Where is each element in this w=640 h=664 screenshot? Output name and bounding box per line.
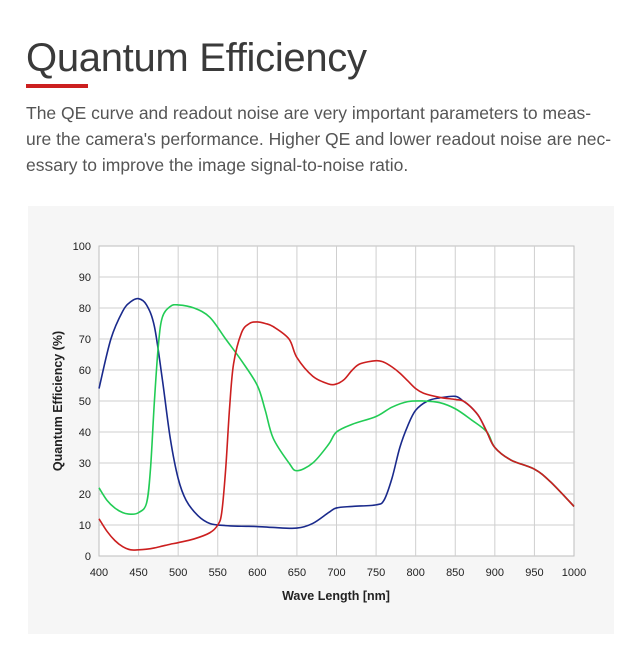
x-axis-label: Wave Length [nm] bbox=[282, 589, 390, 603]
y-tick-label: 70 bbox=[79, 334, 91, 346]
y-tick-label: 80 bbox=[79, 303, 91, 315]
x-tick-label: 900 bbox=[486, 567, 504, 579]
axis-ticks: 400 450 500 550 600 650 700 750 800 850 900 950 1000… bbox=[73, 241, 587, 579]
y-tick-label: 20 bbox=[79, 489, 91, 501]
y-tick-label: 30 bbox=[79, 458, 91, 470]
title-underline-accent bbox=[26, 84, 88, 88]
x-tick-label: 500 bbox=[169, 567, 187, 579]
y-tick-label: 40 bbox=[79, 427, 91, 439]
x-tick-label: 450 bbox=[129, 567, 147, 579]
series-line-red bbox=[98, 321, 575, 551]
description-paragraph: The QE curve and readout noise are very … bbox=[26, 100, 626, 178]
y-tick-label: 100 bbox=[73, 241, 91, 253]
y-tick-label: 10 bbox=[79, 520, 91, 532]
description-line-3: essary to improve the image signal-to-no… bbox=[26, 155, 409, 175]
x-tick-label: 850 bbox=[446, 567, 464, 579]
y-tick-label: 50 bbox=[79, 396, 91, 408]
x-tick-label: 550 bbox=[209, 567, 227, 579]
x-tick-label: 800 bbox=[406, 567, 424, 579]
x-tick-label: 1000 bbox=[562, 567, 586, 579]
x-tick-label: 950 bbox=[525, 567, 543, 579]
page-title: Quantum Efficiency bbox=[26, 36, 367, 80]
x-tick-label: 750 bbox=[367, 567, 385, 579]
y-axis-label: Quantum Efficiency (%) bbox=[51, 331, 65, 471]
series-line-green bbox=[98, 303, 575, 515]
x-tick-label: 600 bbox=[248, 567, 266, 579]
x-tick-label: 700 bbox=[327, 567, 345, 579]
x-tick-label: 400 bbox=[90, 567, 108, 579]
y-tick-label: 60 bbox=[79, 365, 91, 377]
series-lines bbox=[98, 297, 575, 551]
x-tick-label: 650 bbox=[288, 567, 306, 579]
chart-panel: 400 450 500 550 600 650 700 750 800 850 900 950 1000… bbox=[28, 206, 614, 634]
description-line-1: The QE curve and readout noise are very … bbox=[26, 103, 592, 123]
y-tick-label: 90 bbox=[79, 272, 91, 284]
qe-chart: 400 450 500 550 600 650 700 750 800 850 900 950 1000… bbox=[51, 241, 587, 603]
description-line-2: ure the camera's performance. Higher QE … bbox=[26, 129, 612, 149]
y-tick-label: 0 bbox=[85, 551, 91, 563]
